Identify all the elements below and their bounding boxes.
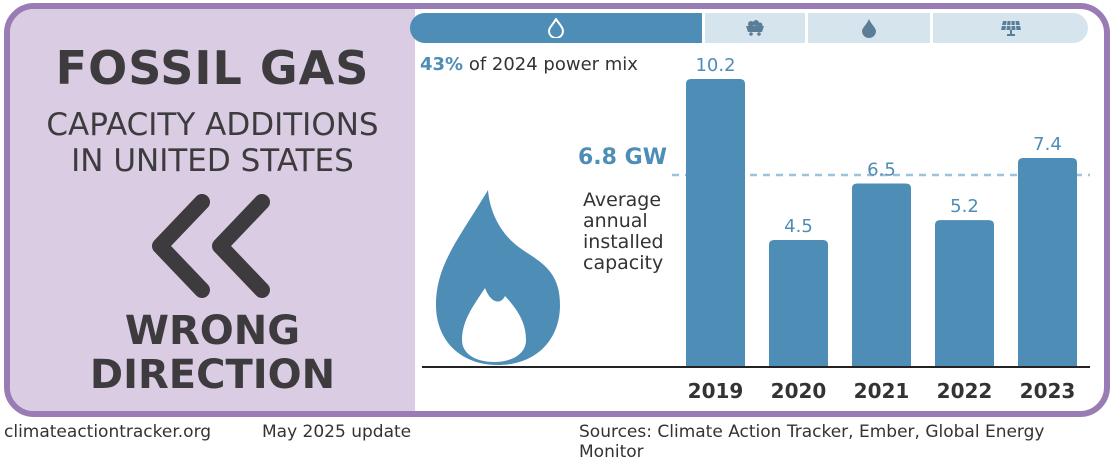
x-tick-label-2021: 2021 [854,379,910,403]
verdict: WRONG DIRECTION [10,309,415,397]
average-label-line-4: capacity [583,252,664,274]
verdict-line-1: WRONG [124,308,301,354]
verdict-line-2: DIRECTION [89,352,336,398]
tab-solar[interactable] [933,13,1088,43]
oil-drop-icon [862,19,876,38]
value-label-2022: 5.2 [950,196,979,217]
capacity-bar-chart: 10.2 2019 4.5 2020 6.5 2021 5.2 2022 7.4 2023 [422,55,1090,403]
tab-coal[interactable] [705,13,805,43]
average-label-line-3: installed [583,231,664,253]
flame-icon [548,18,564,38]
average-label-line-1: Average [583,189,662,211]
footer-update: May 2025 update [262,422,412,442]
coal-cart-icon [746,20,764,36]
left-panel: FOSSIL GAS CAPACITY ADDITIONS IN UNITED … [10,9,415,411]
value-label-2020: 4.5 [784,216,813,237]
average-label-line-2: annual [583,210,648,232]
subtitle-line-1: CAPACITY ADDITIONS [46,107,379,143]
gas-flame-icon [436,190,560,365]
footer-sources: Sources: Climate Action Tracker, Ember, … [579,422,1045,462]
x-tick-label-2020: 2020 [771,379,827,403]
value-label-2021: 6.5 [867,159,896,180]
x-tick-label-2019: 2019 [688,379,744,403]
power-mix-note: 43% of 2024 power mix [420,54,638,75]
value-label-2019: 10.2 [695,55,735,76]
average-label: Average annual installed capacity [583,190,703,274]
solar-panel-icon [1000,20,1021,36]
double-chevron-left-icon [152,194,270,298]
bar-2021 [852,183,911,367]
bar-2019 [686,79,745,367]
power-mix-text: of 2024 power mix [463,54,638,75]
bar-2022 [935,220,994,367]
page-title: FOSSIL GAS [55,41,370,95]
bar-2020 [769,239,828,367]
subtitle-line-2: IN UNITED STATES [71,143,354,179]
tab-oil[interactable] [808,13,930,43]
subtitle: CAPACITY ADDITIONS IN UNITED STATES [10,107,415,179]
value-label-2023: 7.4 [1033,134,1062,155]
average-value: 6.8 GW [578,145,667,170]
x-tick-label-2023: 2023 [1020,379,1076,403]
tab-gas[interactable] [410,13,702,43]
sector-tabs [410,13,1088,43]
power-mix-percent: 43% [420,54,464,75]
bar-2023 [1018,158,1077,367]
footer-site[interactable]: climateactiontracker.org [4,422,212,442]
infographic-card: FOSSIL GAS CAPACITY ADDITIONS IN UNITED … [4,3,1110,417]
x-tick-label-2022: 2022 [937,379,993,403]
